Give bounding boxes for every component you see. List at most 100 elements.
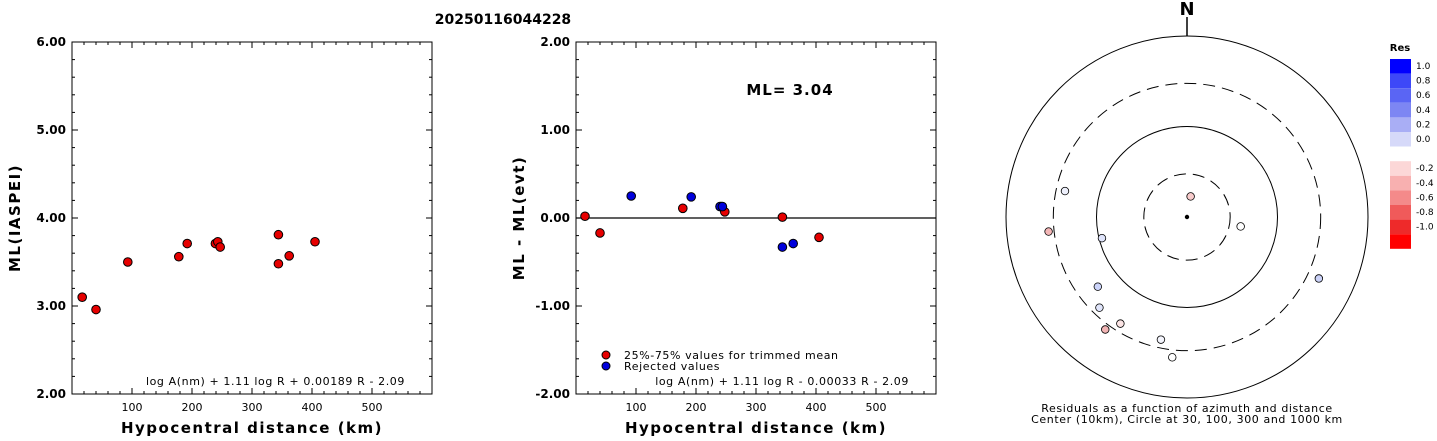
station-marker bbox=[1186, 192, 1195, 201]
station-marker bbox=[1116, 319, 1125, 328]
data-point bbox=[273, 258, 284, 269]
polar-caption-line1: Residuals as a function of azimuth and d… bbox=[1041, 402, 1332, 415]
x-tick-label: 100 bbox=[626, 401, 647, 414]
colorbar-swatch bbox=[1390, 219, 1411, 235]
colorbar-label: 0.0 bbox=[1416, 135, 1431, 145]
colorbar-swatch bbox=[1390, 190, 1411, 205]
data-point bbox=[814, 232, 824, 243]
data-point bbox=[626, 191, 637, 201]
data-point bbox=[215, 242, 225, 252]
dashed-distance-circle bbox=[1052, 82, 1322, 352]
colorbar-swatch bbox=[1390, 205, 1411, 220]
colorbar-label: 0.8 bbox=[1416, 77, 1431, 87]
x-tick-label: 100 bbox=[122, 401, 143, 414]
data-point bbox=[284, 251, 295, 261]
data-point bbox=[182, 238, 192, 249]
data-point bbox=[678, 203, 688, 214]
station-marker bbox=[1093, 282, 1103, 291]
polar-caption-line2: Center (10km), Circle at 30, 100, 300 an… bbox=[1031, 413, 1343, 426]
legend-marker bbox=[601, 350, 611, 360]
x-tick-label: 300 bbox=[242, 401, 263, 414]
data-point bbox=[174, 251, 184, 262]
x-tick-label: 200 bbox=[686, 401, 707, 414]
colorbar-swatch bbox=[1390, 175, 1411, 191]
colorbar-swatch bbox=[1390, 88, 1411, 103]
x-tick-label: 300 bbox=[746, 401, 767, 414]
y-tick-label: 4.00 bbox=[36, 211, 66, 225]
dashed-distance-circle bbox=[1143, 173, 1231, 261]
data-point bbox=[777, 242, 788, 252]
legend-label: Rejected values bbox=[624, 360, 720, 373]
station-marker bbox=[1156, 335, 1166, 344]
data-point bbox=[123, 257, 133, 267]
residual-colorbar: Res 1.0 0.8 0.6 0.4 0.2 0.0 -0.2 -0.4 -0.6 -0.8 -1.… bbox=[1390, 43, 1434, 249]
data-point bbox=[717, 201, 728, 212]
station-marker bbox=[1314, 274, 1324, 283]
y-tick-label: -1.00 bbox=[535, 299, 570, 313]
colorbar-label: 0.4 bbox=[1416, 106, 1431, 116]
legend-marker bbox=[601, 361, 611, 371]
station-marker bbox=[1044, 227, 1053, 236]
station-marker bbox=[1236, 222, 1245, 231]
y-tick-label: 2.00 bbox=[36, 387, 66, 401]
colorbar-swatch bbox=[1390, 161, 1411, 176]
colorbar-label: -0.8 bbox=[1416, 208, 1434, 218]
colorbar-swatch bbox=[1390, 132, 1411, 147]
x-axis-label: Hypocentral distance (km) bbox=[121, 419, 383, 437]
data-point bbox=[686, 192, 697, 202]
data-point bbox=[77, 292, 87, 303]
data-point bbox=[91, 304, 101, 315]
colorbar-label: 0.6 bbox=[1416, 91, 1431, 101]
y-tick-label: 6.00 bbox=[36, 35, 66, 49]
station-marker bbox=[1095, 303, 1104, 312]
colorbar-swatch bbox=[1390, 117, 1411, 132]
colorbar-label: 1.0 bbox=[1416, 62, 1431, 72]
distance-circle bbox=[1096, 126, 1278, 308]
data-point bbox=[580, 211, 590, 222]
colorbar-swatch bbox=[1390, 73, 1411, 89]
data-point bbox=[273, 229, 284, 240]
data-point bbox=[595, 228, 605, 238]
station-marker bbox=[1101, 325, 1110, 334]
x-tick-label: 400 bbox=[806, 401, 827, 414]
colorbar-label: -0.6 bbox=[1416, 193, 1434, 203]
x-tick-label: 200 bbox=[182, 401, 203, 414]
y-tick-label: 2.00 bbox=[540, 35, 570, 49]
station-marker bbox=[1168, 353, 1177, 362]
y-tick-label: 3.00 bbox=[36, 299, 66, 313]
x-tick-label: 500 bbox=[362, 401, 383, 414]
x-tick-label: 400 bbox=[302, 401, 323, 414]
colorbar-swatch bbox=[1390, 146, 1411, 162]
colorbar-label: 0.2 bbox=[1416, 120, 1430, 130]
azimuth-residual-polar-plot: N Residuals as a function of azimuth and … bbox=[1005, 0, 1369, 426]
plot-frame bbox=[71, 41, 433, 395]
ml-vs-distance-panel: 100 200 300 400 500 2.00 3.00 4.00 5.00 6.00 Hypoc… bbox=[6, 35, 433, 437]
station-marker bbox=[1097, 234, 1107, 243]
colorbar-label: -0.4 bbox=[1416, 179, 1434, 189]
y-tick-label: -2.00 bbox=[535, 387, 570, 401]
figure-title: 20250116044228 bbox=[435, 12, 571, 28]
attenuation-formula: log A(nm) + 1.11 log R + 0.00189 R - 2.0… bbox=[146, 375, 405, 388]
colorbar-label: -0.2 bbox=[1416, 164, 1434, 174]
colorbar-swatch bbox=[1390, 59, 1411, 74]
distance-circle bbox=[1005, 35, 1369, 399]
attenuation-formula: log A(nm) + 1.11 log R - 0.00033 R - 2.0… bbox=[655, 375, 909, 388]
y-tick-label: 1.00 bbox=[540, 123, 570, 137]
data-point bbox=[310, 236, 320, 247]
data-point bbox=[777, 212, 788, 222]
y-axis-label: ML(IASPEI) bbox=[6, 164, 24, 272]
colorbar-swatch bbox=[1390, 102, 1411, 118]
x-tick-label: 500 bbox=[866, 401, 887, 414]
residual-vs-distance-panel: 100 200 300 400 500 -2.00 -1.00 0.00 1.00 2.00 Hyp… bbox=[510, 35, 937, 437]
ml-annotation: ML= 3.04 bbox=[746, 81, 833, 99]
y-tick-label: 0.00 bbox=[540, 211, 570, 225]
x-axis-label: Hypocentral distance (km) bbox=[625, 419, 887, 437]
colorbar-swatch bbox=[1390, 234, 1411, 249]
epicenter-dot bbox=[1184, 214, 1190, 220]
colorbar-label: -1.0 bbox=[1416, 223, 1434, 233]
station-marker bbox=[1060, 186, 1070, 196]
data-point bbox=[788, 238, 799, 249]
north-label: N bbox=[1179, 0, 1194, 20]
y-axis-label: ML - ML(evt) bbox=[510, 156, 528, 280]
